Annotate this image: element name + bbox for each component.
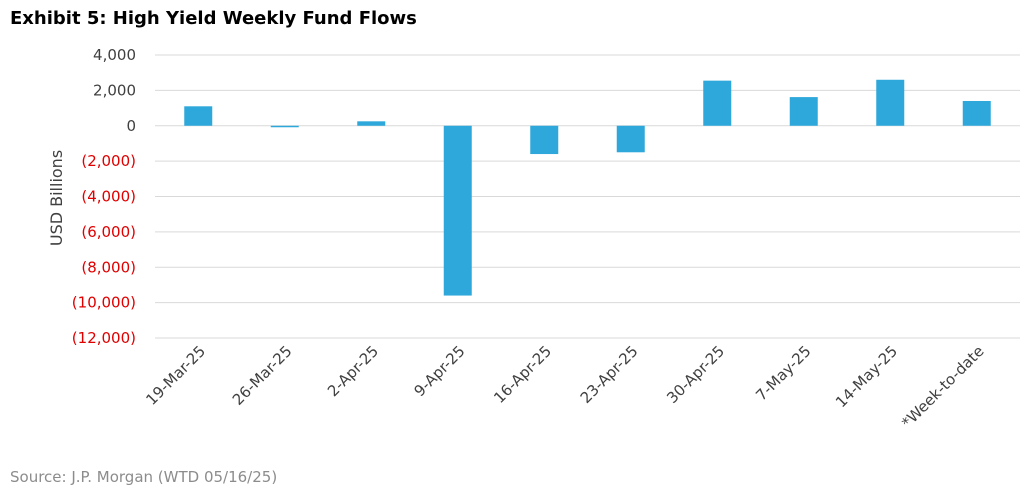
bar [616,125,645,153]
x-axis-ticks: 19-Mar-25 26-Mar-25 2-Apr-25 9-Apr-25 16-Apr… [142,342,987,432]
source-note: Source: J.P. Morgan (WTD 05/16/25) [10,468,278,486]
x-tick-label: 26-Mar-25 [229,342,296,409]
bar [962,100,991,126]
y-axis-ticks: 4,000 2,000 0 (2,000) (4,000) (6,000) (8,000) (… [72,46,136,347]
x-tick-label: 2-Apr-25 [324,342,382,400]
y-tick-label: (8,000) [81,258,136,276]
bar [530,125,559,155]
x-tick-label: 30-Apr-25 [663,342,728,407]
x-tick-label: 14-May-25 [832,342,901,411]
bar-chart: 4,000 2,000 0 (2,000) (4,000) (6,000) (8,000) (… [47,46,1020,432]
y-tick-label: (10,000) [72,294,136,312]
y-tick-label: 4,000 [93,46,136,64]
bars [184,79,991,296]
bar [357,121,386,126]
y-axis-label: USD Billions [47,150,66,246]
bar [184,106,213,126]
gridlines [155,54,1020,339]
y-tick-label: (6,000) [81,223,136,241]
x-tick-label: 19-Mar-25 [142,342,209,409]
y-tick-label: (2,000) [81,152,136,170]
bar [789,97,818,126]
x-tick-label: 9-Apr-25 [411,342,469,400]
x-tick-label: *Week-to-date [898,342,988,432]
chart-title: Exhibit 5: High Yield Weekly Fund Flows [10,8,417,29]
bar [703,80,732,126]
y-tick-label: 0 [126,117,136,135]
x-tick-label: 23-Apr-25 [577,342,642,407]
bar [443,125,472,296]
y-tick-label: (12,000) [72,329,136,347]
y-tick-label: (4,000) [81,188,136,206]
bar [876,79,905,126]
bar [270,125,299,128]
x-tick-label: 16-Apr-25 [490,342,555,407]
y-tick-label: 2,000 [93,81,136,99]
x-tick-label: 7-May-25 [752,342,814,404]
